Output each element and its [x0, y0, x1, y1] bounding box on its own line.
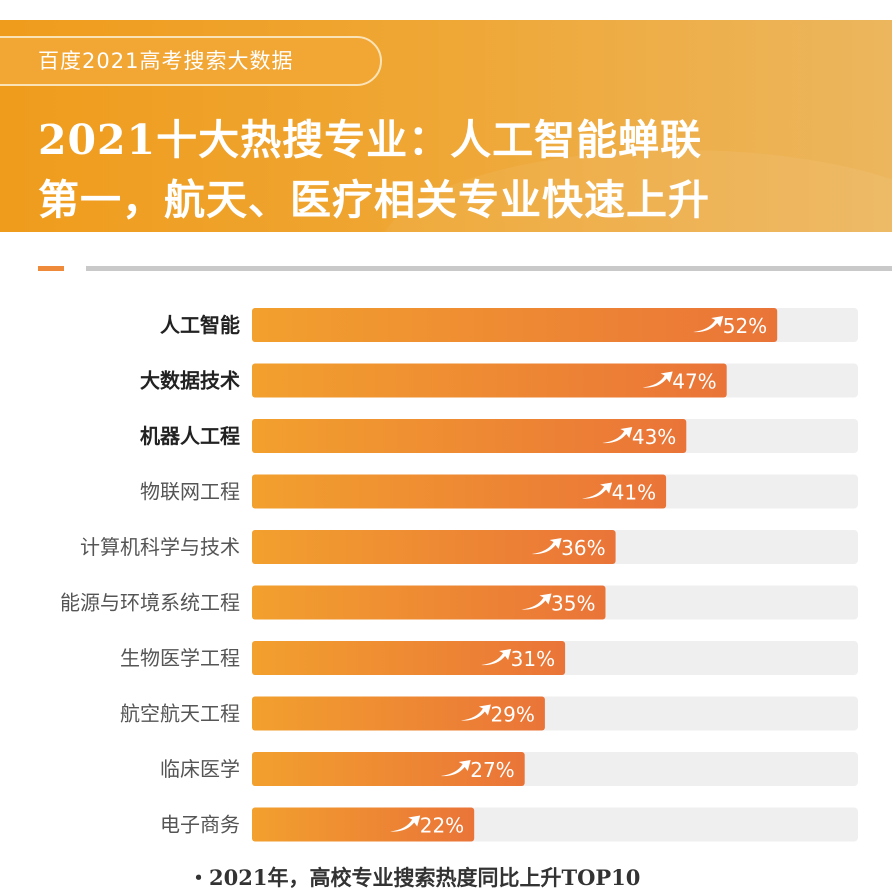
value-label: 29%	[490, 703, 534, 727]
trend-up-arrow-icon	[440, 760, 471, 777]
value-label: 35%	[551, 592, 595, 616]
divider	[86, 266, 892, 271]
category-label: 机器人工程	[140, 424, 240, 448]
category-label: 电子商务	[160, 813, 240, 837]
trend-up-arrow-icon	[460, 704, 491, 721]
category-label: 航空航天工程	[120, 702, 240, 726]
bar	[252, 419, 687, 453]
chart-caption: ・2021年，高校专业搜索热度同比上升TOP10	[188, 865, 641, 890]
trend-up-arrow-icon	[531, 538, 562, 555]
category-label: 生物医学工程	[120, 646, 240, 670]
value-label: 31%	[511, 647, 555, 671]
trend-up-arrow-icon	[481, 649, 512, 666]
bar	[252, 363, 727, 398]
category-label: 能源与环境系统工程	[60, 591, 240, 615]
bar	[252, 585, 606, 620]
bar	[252, 696, 545, 731]
bar	[252, 752, 525, 786]
trend-up-arrow-icon	[582, 482, 613, 499]
value-label: 36%	[561, 536, 605, 560]
trend-up-arrow-icon	[693, 316, 724, 333]
category-label: 计算机科学与技术	[80, 535, 240, 559]
bar	[252, 474, 667, 509]
category-label: 临床医学	[160, 757, 240, 781]
category-label: 大数据技术	[140, 369, 240, 393]
accent-dash	[38, 266, 64, 271]
category-label: 人工智能	[160, 313, 240, 337]
value-label: 22%	[420, 814, 464, 838]
trend-up-arrow-icon	[602, 427, 633, 444]
bar	[252, 641, 566, 675]
bar	[252, 530, 616, 564]
bar	[252, 308, 778, 342]
category-label: 物联网工程	[140, 480, 240, 504]
source-badge: 百度2021高考搜索大数据	[0, 36, 382, 86]
value-label: 27%	[470, 758, 514, 782]
trend-up-arrow-icon	[521, 593, 552, 610]
value-label: 43%	[632, 425, 676, 449]
header-banner: 百度2021高考搜索大数据 2021十大热搜专业：人工智能蝉联 第一，航天、医疗…	[0, 20, 892, 232]
trend-up-arrow-icon	[390, 815, 421, 832]
value-label: 52%	[723, 314, 767, 338]
trend-up-arrow-icon	[642, 371, 673, 388]
value-label: 47%	[672, 370, 716, 394]
value-label: 41%	[612, 481, 656, 505]
